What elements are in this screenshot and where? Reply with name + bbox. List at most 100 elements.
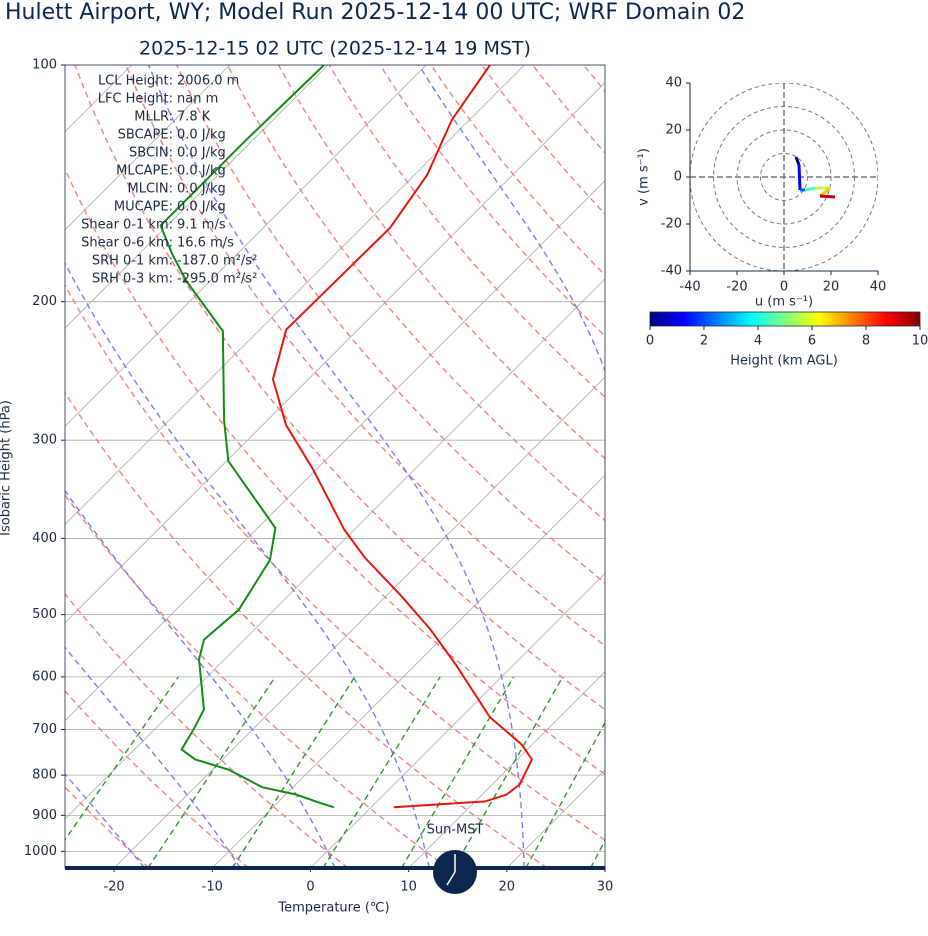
colorbar-tick-label: 2 bbox=[700, 334, 708, 349]
x-tick-label: 0 bbox=[306, 880, 314, 895]
colorbar bbox=[649, 311, 921, 327]
dry-adiabat bbox=[379, 65, 605, 337]
index-value: nan m bbox=[177, 92, 218, 107]
index-value: 9.1 m/s bbox=[177, 218, 226, 233]
mixing-ratio bbox=[525, 721, 605, 868]
isotherm bbox=[211, 474, 605, 868]
x-tick-label: 20 bbox=[823, 280, 840, 295]
colorbar-tick-label: 10 bbox=[912, 334, 928, 349]
index-label: SBCAPE: bbox=[118, 128, 173, 143]
dry-adiabat bbox=[65, 690, 249, 868]
isotherm bbox=[65, 65, 132, 133]
index-label: MLCAPE: bbox=[116, 164, 173, 179]
y-tick-label: 100 bbox=[32, 58, 57, 73]
dry-adiabat bbox=[532, 65, 605, 154]
index-value: 0.0 J/kg bbox=[177, 146, 226, 161]
clock-hand bbox=[446, 871, 456, 886]
colorbar-tick-label: 0 bbox=[646, 334, 654, 349]
index-label: MLLR: bbox=[134, 110, 173, 125]
dry-adiabat bbox=[685, 65, 928, 868]
mixing-ratio bbox=[400, 676, 515, 868]
x-tick-label: 30 bbox=[597, 880, 614, 895]
mixing-ratio bbox=[147, 676, 276, 868]
y-tick-label: 800 bbox=[32, 768, 57, 783]
y-tick-label: 20 bbox=[665, 123, 682, 138]
mixing-ratio bbox=[322, 676, 441, 868]
dry-adiabat bbox=[481, 65, 605, 216]
x-tick-label: -10 bbox=[202, 880, 223, 895]
isotherm bbox=[65, 65, 231, 231]
y-tick-label: 400 bbox=[32, 531, 57, 546]
index-label: MUCAPE: bbox=[114, 200, 173, 215]
dry-adiabat bbox=[65, 493, 449, 868]
moist-adiabat bbox=[65, 772, 146, 868]
dry-adiabat bbox=[125, 65, 605, 647]
hodo-y-title: v (m s⁻¹) bbox=[637, 148, 652, 206]
index-value: 0.0 J/kg bbox=[177, 182, 226, 197]
mixing-ratio bbox=[453, 676, 564, 868]
profile-line bbox=[159, 65, 335, 809]
mixing-ratio bbox=[638, 677, 735, 868]
chart-title: Hulett Airport, WY; Model Run 2025-12-14… bbox=[5, 0, 745, 25]
hodo-segment bbox=[804, 186, 816, 192]
index-value: 0.0 J/kg bbox=[177, 200, 226, 215]
y-tick-label: 200 bbox=[32, 294, 57, 309]
mixing-ratio bbox=[65, 676, 179, 841]
y-tick-label: 600 bbox=[32, 669, 57, 684]
ground-bar bbox=[65, 866, 605, 870]
index-value: 2006.0 m bbox=[177, 74, 239, 89]
chart-subtitle: 2025-12-15 02 UTC (2025-12-14 19 MST) bbox=[139, 38, 531, 60]
index-label: LCL Height: bbox=[98, 74, 173, 89]
sun-label: Sun-MST bbox=[427, 823, 484, 838]
dry-adiabat bbox=[787, 65, 928, 868]
colorbar-tick-label: 8 bbox=[862, 334, 870, 349]
colorbar-title: Height (km AGL) bbox=[730, 354, 838, 369]
dry-adiabat bbox=[65, 592, 349, 868]
x-tick-label: -20 bbox=[103, 880, 124, 895]
y-tick-label: -40 bbox=[661, 264, 682, 279]
hodo-area bbox=[690, 83, 878, 271]
y-tick-label: 1000 bbox=[24, 844, 57, 859]
mixing-ratio bbox=[590, 838, 605, 868]
dry-adiabat bbox=[430, 65, 605, 277]
isotherm bbox=[65, 65, 525, 525]
x-tick-label: -20 bbox=[726, 280, 747, 295]
isotherm bbox=[506, 769, 605, 868]
profile-line bbox=[271, 65, 534, 809]
isotherm bbox=[65, 180, 605, 722]
index-label: MLCIN: bbox=[128, 182, 173, 197]
x-axis-title: Temperature (℃) bbox=[277, 901, 389, 916]
dry-adiabat bbox=[277, 65, 605, 460]
index-label: SBCIN: bbox=[129, 146, 173, 161]
isotherm bbox=[310, 572, 605, 868]
isotherm bbox=[703, 65, 928, 868]
x-tick-label: 40 bbox=[870, 280, 887, 295]
index-value: -187.0 m²/s² bbox=[177, 254, 257, 269]
dry-adiabat bbox=[176, 65, 605, 584]
index-value: 0.0 J/kg bbox=[177, 164, 226, 179]
y-tick-label: -20 bbox=[661, 217, 682, 232]
y-tick-label: 900 bbox=[32, 808, 57, 823]
hodo-x-title: u (m s⁻¹) bbox=[755, 295, 813, 310]
dry-adiabat bbox=[736, 65, 928, 868]
mixing-ratio bbox=[231, 676, 356, 868]
index-value: 16.6 m/s bbox=[177, 236, 234, 251]
index-value: -295.0 m²/s² bbox=[177, 272, 257, 287]
isotherm bbox=[65, 278, 605, 820]
dry-adiabat bbox=[65, 786, 150, 868]
x-tick-label: 0 bbox=[780, 280, 788, 295]
dry-adiabat bbox=[634, 65, 928, 868]
moist-adiabat bbox=[716, 65, 843, 868]
hodo-segment bbox=[794, 156, 801, 166]
dry-adiabat bbox=[65, 283, 605, 841]
index-label: Shear 0-6 km: bbox=[81, 236, 173, 251]
hodo-segment bbox=[819, 194, 836, 199]
dry-adiabat bbox=[838, 65, 928, 868]
moist-adiabat bbox=[147, 65, 525, 868]
x-tick-label: 10 bbox=[400, 880, 417, 895]
x-tick-label: -40 bbox=[679, 280, 700, 295]
index-label: LFC Height: bbox=[98, 92, 173, 107]
isotherm bbox=[65, 81, 605, 624]
